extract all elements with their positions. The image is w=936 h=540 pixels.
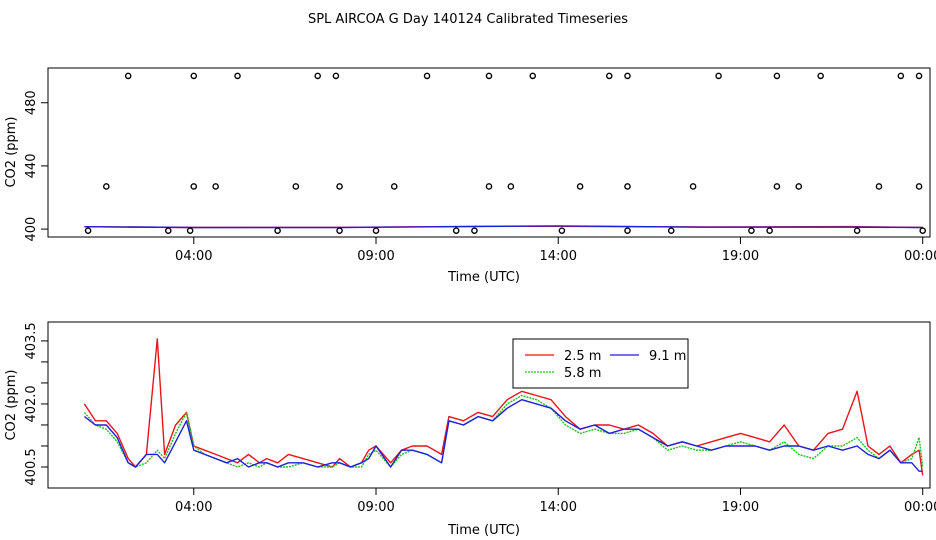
top-point bbox=[795, 183, 803, 190]
top-point bbox=[190, 72, 198, 80]
bottom-ytick-label-403-5: 403.5 bbox=[24, 322, 39, 359]
top-point bbox=[336, 183, 343, 190]
top-plot-frame bbox=[47, 67, 931, 238]
bottom-plot-xlabel: Time (UTC) bbox=[447, 523, 520, 538]
top-plot-axes: 04:00 09:00 14:00 19:00 00:00 400 440 480 bbox=[24, 90, 936, 264]
top-point bbox=[748, 227, 755, 234]
top-point bbox=[915, 183, 923, 190]
legend-label-9-1m: 9.1 m bbox=[649, 349, 686, 364]
top-point bbox=[897, 72, 905, 80]
bottom-xtick-label-00-00: 00:00 bbox=[904, 500, 936, 515]
top-point bbox=[689, 183, 697, 190]
top-xtick-label-04-00: 04:00 bbox=[175, 249, 212, 264]
top-plot-points bbox=[84, 72, 927, 234]
bottom-ytick-label-402-0: 402.0 bbox=[24, 385, 39, 422]
top-point bbox=[875, 183, 883, 190]
bottom-plot-ylabel: CO2 (ppm) bbox=[4, 369, 19, 440]
top-point bbox=[558, 227, 566, 234]
bottom-series-9-1-m bbox=[83, 399, 923, 472]
top-point bbox=[624, 227, 631, 234]
bottom-series-2-5-m bbox=[83, 338, 924, 476]
top-point bbox=[190, 183, 198, 190]
top-point bbox=[817, 72, 824, 80]
top-point bbox=[124, 72, 132, 80]
legend-label-5-8m: 5.8 m bbox=[564, 366, 601, 381]
bottom-plot-frame bbox=[47, 321, 931, 489]
legend-box bbox=[512, 338, 689, 389]
top-point bbox=[605, 72, 613, 80]
legend: 2.5 m 9.1 m 5.8 m bbox=[512, 338, 689, 389]
top-point bbox=[212, 183, 219, 190]
bottom-xtick-label-14-00: 14:00 bbox=[540, 500, 577, 515]
top-point bbox=[423, 72, 431, 80]
top-point bbox=[485, 183, 493, 190]
top-point bbox=[452, 227, 460, 234]
top-point bbox=[372, 227, 380, 234]
top-plot-ylabel: CO2 (ppm) bbox=[4, 116, 19, 187]
legend-label-2-5m: 2.5 m bbox=[564, 349, 601, 364]
top-point bbox=[667, 227, 675, 234]
top-xtick-label-09-00: 09:00 bbox=[357, 249, 394, 264]
top-point bbox=[332, 72, 340, 80]
top-xtick-label-14-00: 14:00 bbox=[540, 249, 577, 264]
bottom-plot-axes: 04:00 09:00 14:00 19:00 00:00 400.5 402.0 403.5 bbox=[24, 322, 936, 515]
top-point bbox=[336, 227, 343, 234]
top-plot-xlabel: Time (UTC) bbox=[447, 270, 520, 285]
top-point bbox=[84, 227, 92, 234]
top-point bbox=[529, 72, 537, 80]
top-point bbox=[919, 227, 927, 234]
top-point bbox=[915, 72, 923, 80]
top-point bbox=[471, 227, 478, 234]
top-point bbox=[390, 183, 398, 190]
top-ytick-label-440: 440 bbox=[24, 154, 39, 179]
top-xtick-label-19-00: 19:00 bbox=[722, 249, 759, 264]
top-series-9-1-m bbox=[84, 225, 923, 229]
top-plot-series bbox=[84, 225, 923, 229]
top-point bbox=[186, 227, 194, 234]
top-point bbox=[314, 72, 322, 80]
bottom-xtick-label-09-00: 09:00 bbox=[357, 500, 394, 515]
top-point bbox=[164, 227, 172, 234]
top-point bbox=[715, 72, 722, 80]
top-point bbox=[485, 72, 493, 80]
bottom-ytick-label-400-5: 400.5 bbox=[24, 448, 39, 485]
top-point bbox=[624, 72, 631, 80]
top-point bbox=[853, 227, 861, 234]
top-point bbox=[234, 72, 241, 80]
top-point bbox=[274, 227, 281, 234]
top-ytick-label-480: 480 bbox=[24, 90, 39, 115]
bottom-plot: 04:00 09:00 14:00 19:00 00:00 400.5 402.0 403.5… bbox=[4, 321, 936, 538]
bottom-xtick-label-04-00: 04:00 bbox=[175, 500, 212, 515]
top-xtick-label-00-00: 00:00 bbox=[904, 249, 936, 264]
top-point bbox=[624, 183, 631, 190]
top-point bbox=[766, 227, 773, 234]
bottom-plot-series bbox=[83, 338, 924, 476]
top-ytick-label-400: 400 bbox=[24, 217, 39, 242]
top-point bbox=[773, 183, 781, 190]
top-point bbox=[773, 72, 781, 80]
top-point bbox=[507, 183, 515, 190]
top-point bbox=[292, 183, 300, 190]
top-point bbox=[103, 183, 110, 190]
top-point bbox=[576, 183, 584, 190]
top-plot: 04:00 09:00 14:00 19:00 00:00 400 440 480 Time … bbox=[4, 67, 936, 285]
bottom-xtick-label-19-00: 19:00 bbox=[722, 500, 759, 515]
page-title: SPL AIRCOA G Day 140124 Calibrated Times… bbox=[308, 12, 628, 27]
